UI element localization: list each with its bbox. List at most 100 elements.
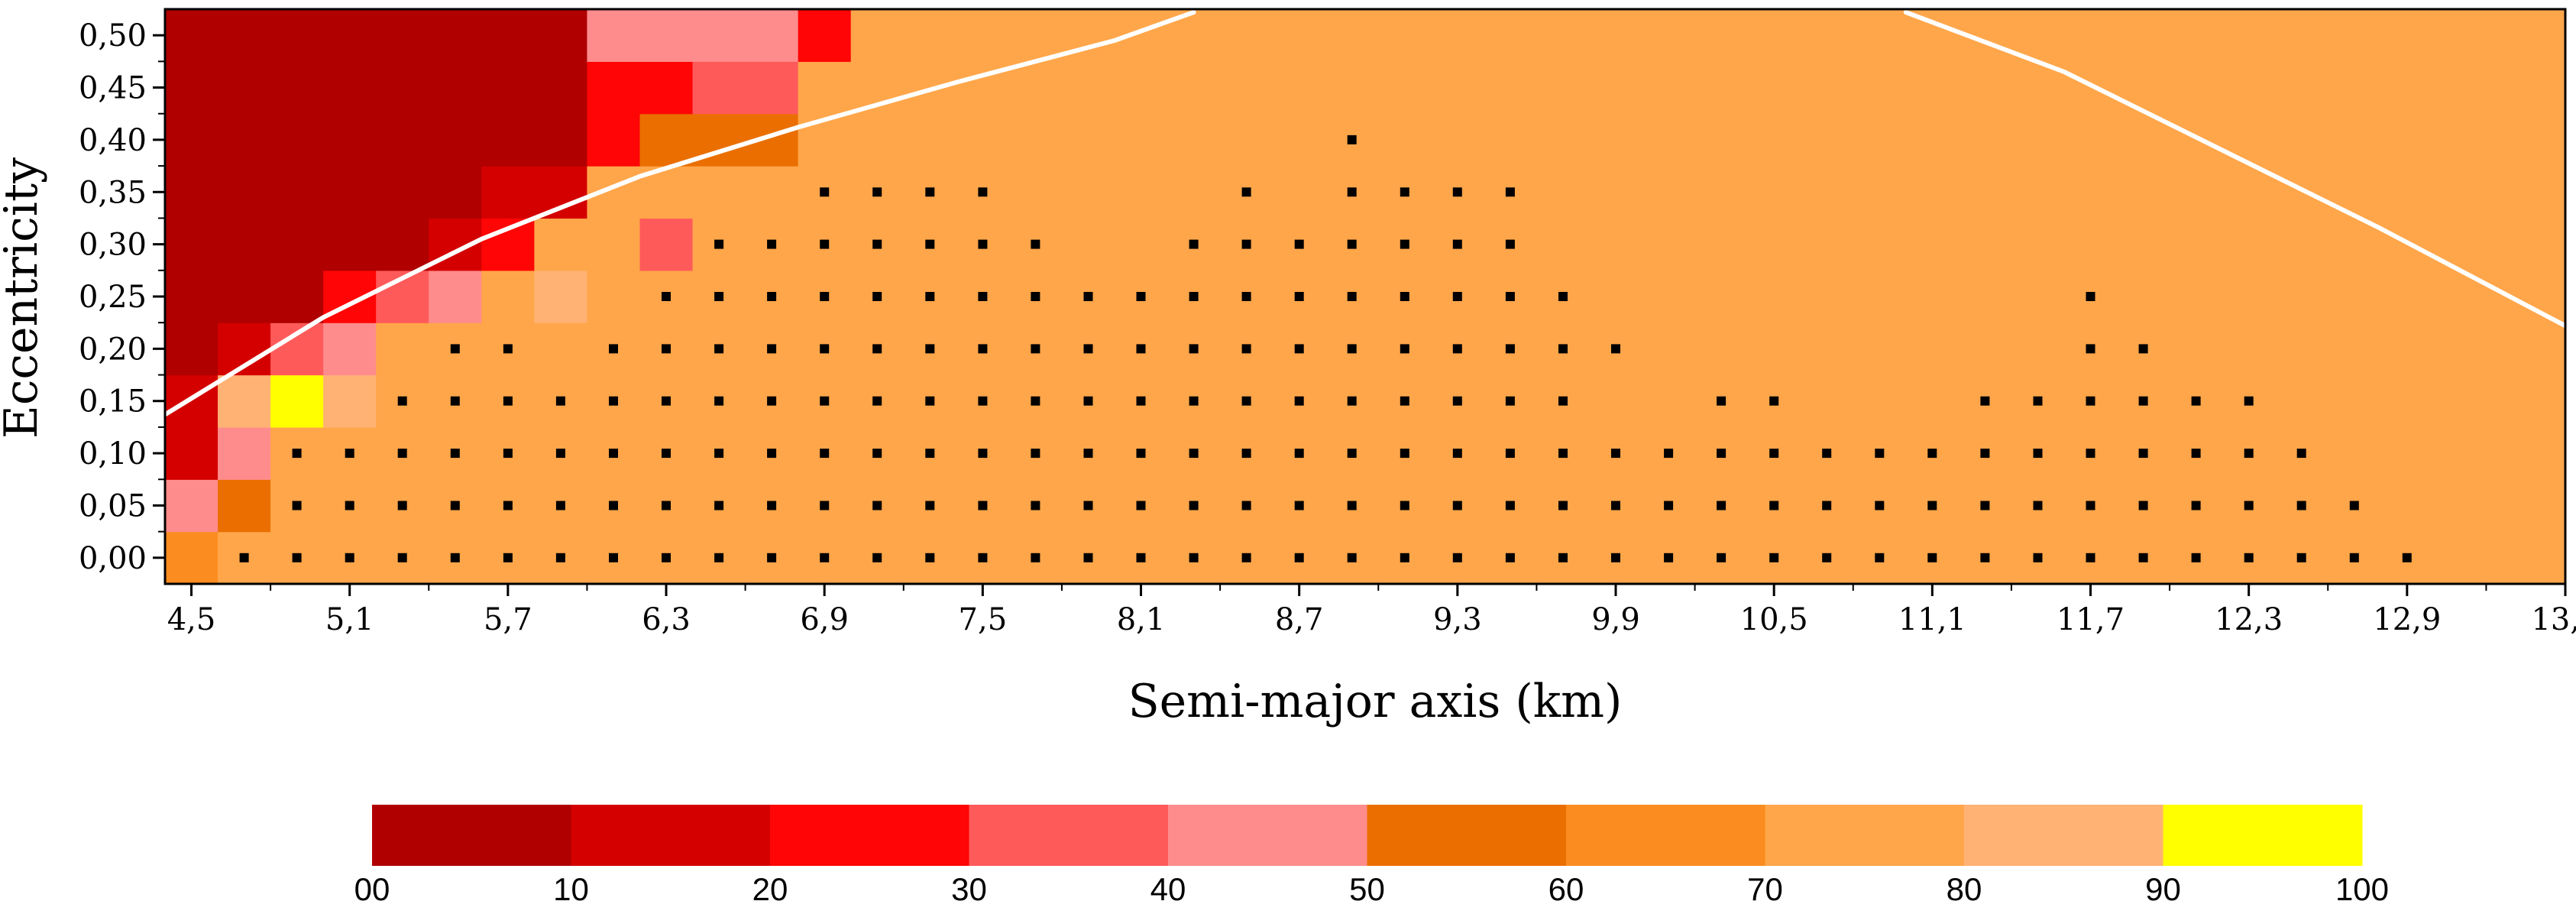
stable-marker: [345, 449, 354, 459]
stable-marker: [503, 553, 513, 562]
stable-marker: [1927, 553, 1937, 562]
heatmap-cell: [218, 479, 271, 533]
stable-marker: [609, 344, 618, 354]
stable-marker: [925, 449, 935, 459]
heatmap-cell: [2222, 270, 2276, 323]
stable-marker: [2349, 501, 2359, 510]
stable-marker: [820, 292, 830, 301]
heatmap-cell: [1431, 9, 1484, 62]
stable-marker: [1031, 396, 1040, 406]
y-tick-label: 0,15: [79, 384, 147, 420]
heatmap-cell: [270, 166, 324, 219]
heatmap-cell: [1114, 166, 1168, 219]
heatmap-cell: [587, 113, 641, 167]
heatmap-cell: [2433, 166, 2487, 219]
heatmap-cell: [1536, 61, 1591, 115]
stable-marker: [1452, 396, 1462, 406]
heatmap-cell: [1747, 322, 1801, 376]
stable-marker: [555, 553, 565, 562]
stable-marker: [450, 396, 460, 406]
heatmap-cell: [1378, 61, 1432, 115]
heatmap-cell: [1642, 61, 1696, 115]
heatmap-cell: [745, 166, 799, 219]
stable-marker: [292, 553, 302, 562]
stable-marker: [2296, 449, 2306, 459]
stable-marker: [662, 501, 671, 510]
stable-marker: [503, 449, 513, 459]
heatmap-cell: [1694, 166, 1749, 219]
stable-marker: [503, 501, 513, 510]
heatmap-cell: [2117, 218, 2170, 271]
colorbar-segment: [1566, 805, 1765, 866]
heatmap-cell: [2328, 322, 2381, 376]
heatmap-cell: [534, 9, 588, 62]
heatmap-cell: [2433, 9, 2487, 62]
heatmap-cell: [1800, 322, 1854, 376]
heatmap-cell: [1273, 166, 1326, 219]
heatmap-cell: [2011, 166, 2065, 219]
stable-marker: [2191, 449, 2201, 459]
stable-marker: [1400, 187, 1409, 197]
heatmap-cell: [2433, 531, 2487, 584]
heatmap-cell: [1694, 218, 1749, 271]
heatmap-cell: [1114, 218, 1168, 271]
stable-marker: [1189, 292, 1199, 301]
colorbar-label: 80: [1947, 871, 1982, 907]
heatmap-cell: [481, 61, 535, 115]
stable-marker: [1241, 187, 1251, 197]
stable-marker: [1400, 553, 1409, 562]
stable-marker: [292, 501, 302, 510]
colorbar-segment: [770, 805, 969, 866]
stable-marker: [1611, 501, 1620, 510]
heatmap-cell: [2380, 9, 2434, 62]
stable-marker: [1558, 396, 1568, 406]
stable-marker: [1241, 553, 1251, 562]
heatmap-cell: [270, 270, 324, 323]
stable-marker: [2086, 344, 2095, 354]
heatmap-cell: [2275, 218, 2328, 271]
heatmap-cell: [745, 9, 799, 62]
heatmap-cell: [2380, 113, 2434, 167]
stable-marker: [2191, 501, 2201, 510]
stable-marker: [1505, 553, 1515, 562]
heatmap-cell: [481, 113, 535, 167]
stable-marker: [767, 396, 777, 406]
colorbar-label: 00: [354, 871, 390, 907]
stable-marker: [1294, 449, 1304, 459]
stable-marker: [1769, 501, 1779, 510]
stable-marker: [1347, 135, 1357, 144]
heatmap-cell: [639, 9, 694, 62]
stable-marker: [820, 553, 830, 562]
stable-marker: [820, 239, 830, 249]
stable-marker: [1241, 292, 1251, 301]
stable-marker: [1241, 396, 1251, 406]
heatmap-cell: [639, 218, 694, 271]
heatmap-cell: [1905, 218, 1960, 271]
heatmap-cell: [534, 113, 588, 167]
heatmap-cell: [1589, 61, 1643, 115]
heatmap-cell: [376, 218, 429, 271]
heatmap-cell: [2380, 166, 2434, 219]
stable-marker: [1717, 553, 1727, 562]
stable-marker: [978, 501, 988, 510]
heatmap-cell: [2117, 270, 2170, 323]
heatmap-cell: [1642, 113, 1696, 167]
stable-marker: [2138, 344, 2148, 354]
heatmap-cell: [850, 113, 905, 167]
colorbar-segment: [372, 805, 571, 866]
heatmap-cell: [218, 218, 271, 271]
heatmap-cell: [1484, 61, 1538, 115]
heatmap-cell: [2328, 113, 2381, 167]
heatmap-cell: [1167, 166, 1221, 219]
stable-marker: [767, 292, 777, 301]
heatmap-cell: [218, 113, 271, 167]
stable-marker: [2191, 396, 2201, 406]
x-tick-label: 8,1: [1117, 602, 1166, 637]
colorbar-segment: [1168, 805, 1367, 866]
stable-marker: [2138, 553, 2148, 562]
heatmap-cell: [798, 9, 852, 62]
heatmap-cell: [2539, 426, 2565, 480]
stable-marker: [1822, 449, 1832, 459]
heatmap-cell: [1853, 374, 1907, 428]
stable-marker: [1558, 553, 1568, 562]
